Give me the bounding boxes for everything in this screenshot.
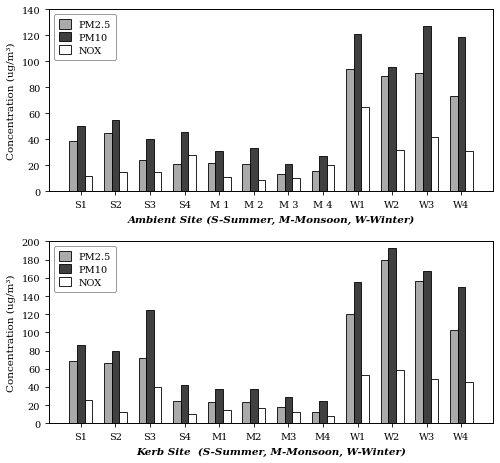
Bar	[430, 138, 438, 192]
Bar	[84, 400, 92, 424]
Bar	[346, 70, 354, 192]
Bar	[188, 156, 196, 192]
Bar	[77, 345, 84, 424]
Bar	[362, 375, 369, 424]
Bar	[466, 382, 473, 424]
Bar	[216, 152, 223, 192]
Bar	[327, 416, 334, 424]
X-axis label: Ambient Site (S-Summer, M-Monsoon, W-Winter): Ambient Site (S-Summer, M-Monsoon, W-Win…	[128, 215, 415, 225]
Bar	[146, 310, 154, 424]
Bar	[70, 362, 77, 424]
Bar	[423, 272, 430, 424]
Bar	[396, 150, 404, 192]
Bar	[450, 330, 458, 424]
Bar	[320, 157, 327, 192]
Bar	[354, 283, 362, 424]
Bar	[138, 161, 146, 192]
Bar	[154, 387, 162, 424]
X-axis label: Kerb Site  (S-Summer, M-Monsoon, W-Winter): Kerb Site (S-Summer, M-Monsoon, W-Winter…	[136, 447, 406, 456]
Bar	[84, 176, 92, 192]
Bar	[104, 363, 112, 424]
Bar	[312, 171, 320, 192]
Bar	[216, 389, 223, 424]
Bar	[416, 281, 423, 424]
Bar	[312, 412, 320, 424]
Bar	[181, 385, 188, 424]
Bar	[138, 358, 146, 424]
Bar	[146, 140, 154, 192]
Bar	[388, 248, 396, 424]
Bar	[466, 152, 473, 192]
Bar	[277, 407, 284, 424]
Bar	[208, 401, 216, 424]
Bar	[258, 180, 266, 192]
Bar	[423, 27, 430, 192]
Bar	[258, 408, 266, 424]
Legend: PM2.5, PM10, NOX: PM2.5, PM10, NOX	[54, 247, 116, 292]
Bar	[327, 166, 334, 192]
Bar	[173, 401, 181, 424]
Bar	[292, 179, 300, 192]
Bar	[223, 410, 230, 424]
Bar	[354, 35, 362, 192]
Bar	[346, 314, 354, 424]
Bar	[112, 352, 120, 424]
Bar	[154, 173, 162, 192]
Bar	[450, 97, 458, 192]
Bar	[223, 178, 230, 192]
Bar	[104, 134, 112, 192]
Bar	[77, 127, 84, 192]
Legend: PM2.5, PM10, NOX: PM2.5, PM10, NOX	[54, 15, 116, 61]
Bar	[292, 413, 300, 424]
Bar	[242, 165, 250, 192]
Bar	[250, 149, 258, 192]
Bar	[388, 68, 396, 192]
Bar	[242, 401, 250, 424]
Bar	[458, 38, 466, 192]
Bar	[277, 175, 284, 192]
Bar	[173, 165, 181, 192]
Bar	[120, 173, 127, 192]
Bar	[362, 108, 369, 192]
Bar	[208, 163, 216, 192]
Bar	[320, 401, 327, 424]
Y-axis label: Concentration (ug/m³): Concentration (ug/m³)	[7, 274, 16, 391]
Bar	[381, 76, 388, 192]
Bar	[458, 288, 466, 424]
Bar	[250, 389, 258, 424]
Bar	[120, 412, 127, 424]
Y-axis label: Concentration (ug/m³): Concentration (ug/m³)	[7, 43, 16, 160]
Bar	[70, 141, 77, 192]
Bar	[112, 121, 120, 192]
Bar	[416, 74, 423, 192]
Bar	[284, 165, 292, 192]
Bar	[181, 132, 188, 192]
Bar	[396, 370, 404, 424]
Bar	[430, 379, 438, 424]
Bar	[188, 414, 196, 424]
Bar	[381, 260, 388, 424]
Bar	[284, 397, 292, 424]
